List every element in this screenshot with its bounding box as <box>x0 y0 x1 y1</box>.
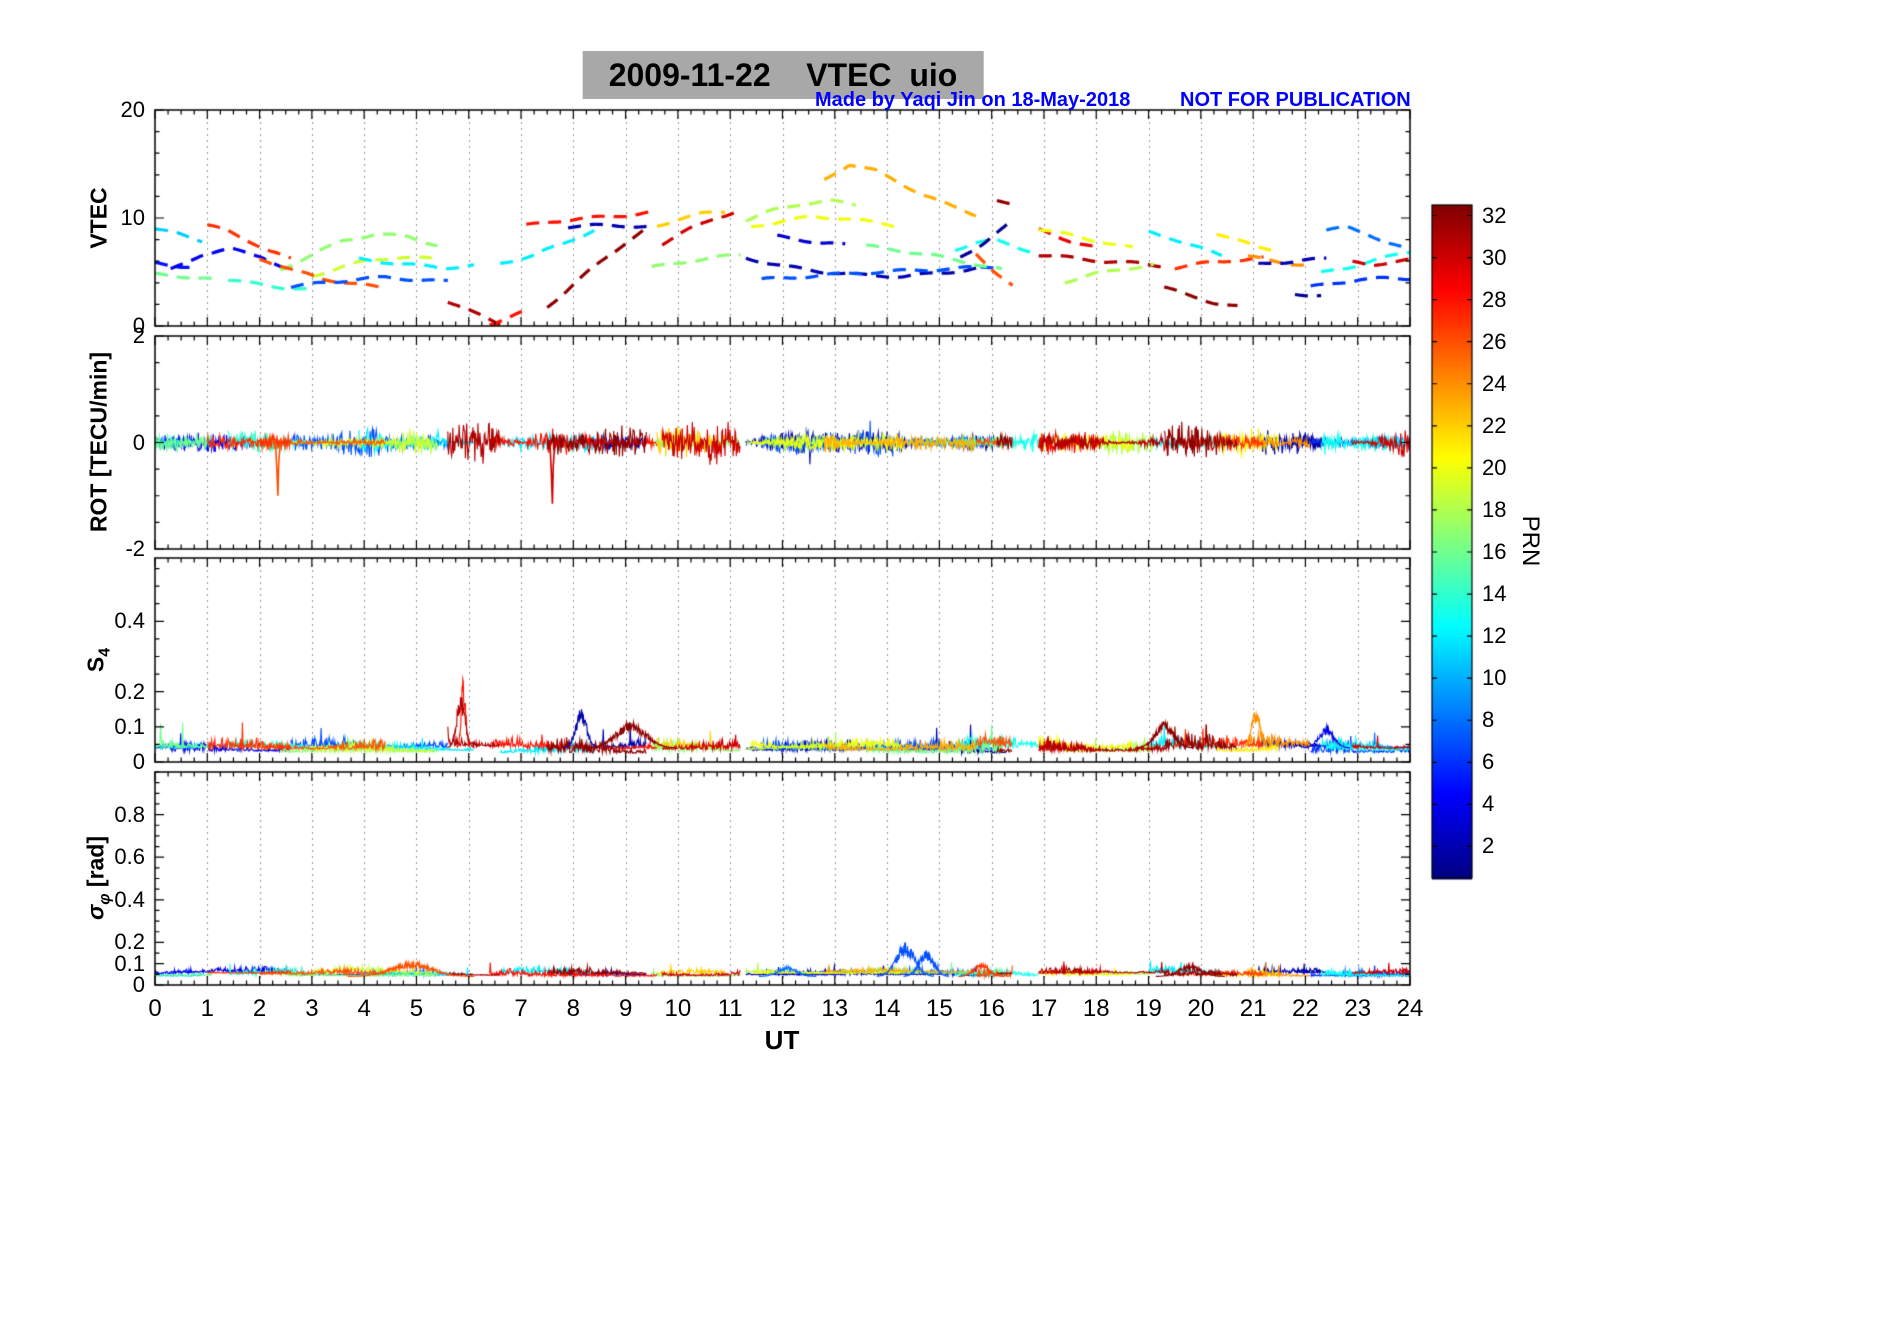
x-tick-label: 22 <box>1292 995 1319 1022</box>
colorbar-tick-label: 22 <box>1482 412 1507 438</box>
y-tick-label: -2 <box>125 536 145 561</box>
colorbar-tick-label: 24 <box>1482 370 1507 396</box>
y-tick-label: 0.4 <box>114 608 145 634</box>
y-tick-label: 0.6 <box>114 844 145 870</box>
colorbar-tick-label: 8 <box>1482 707 1495 733</box>
x-tick-label: 9 <box>618 995 633 1022</box>
x-tick-label: 10 <box>664 995 692 1022</box>
x-axis-label: UT <box>764 1025 800 1055</box>
colorbar-tick-label: 4 <box>1482 791 1495 817</box>
y-tick-label: 0.2 <box>114 929 145 955</box>
x-tick-label: 5 <box>409 995 424 1022</box>
y-tick-label: 0.2 <box>114 678 145 704</box>
x-tick-label: 18 <box>1082 995 1110 1022</box>
x-tick-label: 24 <box>1396 995 1424 1022</box>
x-tick-label: 6 <box>462 995 476 1022</box>
x-tick-label: 1 <box>200 995 214 1022</box>
y-tick-label: 0.4 <box>114 886 145 912</box>
x-tick-label: 16 <box>978 995 1006 1022</box>
y-tick-label: 0 <box>132 749 145 774</box>
x-tick-label: 14 <box>873 995 901 1022</box>
x-tick-label: 19 <box>1135 995 1162 1022</box>
x-tick-label: 11 <box>717 995 743 1022</box>
sigma-label-unit: [rad] <box>82 835 109 894</box>
y-tick-label: 0 <box>132 972 145 997</box>
colorbar-tick-label: 14 <box>1482 581 1507 607</box>
colorbar-tick-label: 28 <box>1482 286 1507 312</box>
x-tick-label: 17 <box>1030 995 1058 1022</box>
sigma-phi-axis-label: σφ [rad] <box>82 835 114 921</box>
x-tick-label: 13 <box>821 995 849 1022</box>
credit-annotation: Made by Yaqi Jin on 18-May-2018 <box>815 89 1131 111</box>
y-tick-label: 0.8 <box>114 801 145 827</box>
colorbar-tick-label: 20 <box>1482 454 1507 480</box>
not-for-publication-annotation: NOT FOR PUBLICATION <box>1180 89 1411 111</box>
x-tick-label: 15 <box>926 995 953 1022</box>
x-tick-label: 0 <box>148 995 162 1022</box>
colorbar-tick-label: 16 <box>1482 539 1507 565</box>
figure-title: 2009-11-22 VTEC uio <box>582 51 984 99</box>
colorbar-tick-label: 32 <box>1482 202 1507 228</box>
colorbar-tick-label: 12 <box>1482 623 1507 649</box>
colorbar-tick-label: 26 <box>1482 328 1507 354</box>
vtec-axis-label: VTEC <box>85 187 112 249</box>
colorbar-tick-label: 30 <box>1482 244 1507 270</box>
sigma-label-main: σ <box>82 904 109 921</box>
y-tick-label: 0.1 <box>114 950 145 976</box>
rot-axis-label: ROT [TECU/min] <box>85 351 112 533</box>
x-tick-label: 23 <box>1344 995 1372 1022</box>
x-tick-label: 4 <box>357 995 371 1022</box>
y-tick-label: 2 <box>132 323 145 348</box>
s4-label-sub: 4 <box>96 647 114 657</box>
colorbar-label: PRN <box>1517 515 1544 567</box>
y-tick-label: 0 <box>132 313 145 338</box>
colorbar-tick-label: 10 <box>1482 665 1507 691</box>
y-tick-label: 10 <box>120 205 145 230</box>
colorbar-tick-label: 18 <box>1482 496 1507 522</box>
y-tick-label: 20 <box>120 97 145 122</box>
colorbar-tick-label: 2 <box>1482 833 1495 859</box>
colorbar-tick-label: 6 <box>1482 749 1495 775</box>
x-tick-label: 7 <box>514 995 528 1022</box>
y-tick-label: 0 <box>132 429 145 455</box>
s4-axis-label: S4 <box>82 647 114 673</box>
s4-label-main: S <box>82 656 109 673</box>
y-tick-label: 0.1 <box>114 713 145 739</box>
x-tick-label: 8 <box>566 995 581 1022</box>
x-tick-label: 3 <box>305 995 319 1022</box>
sigma-label-sub: φ <box>96 893 114 905</box>
x-tick-label: 20 <box>1187 995 1215 1022</box>
x-tick-label: 21 <box>1239 995 1267 1022</box>
x-tick-label: 12 <box>769 995 796 1022</box>
x-tick-label: 2 <box>252 995 267 1022</box>
